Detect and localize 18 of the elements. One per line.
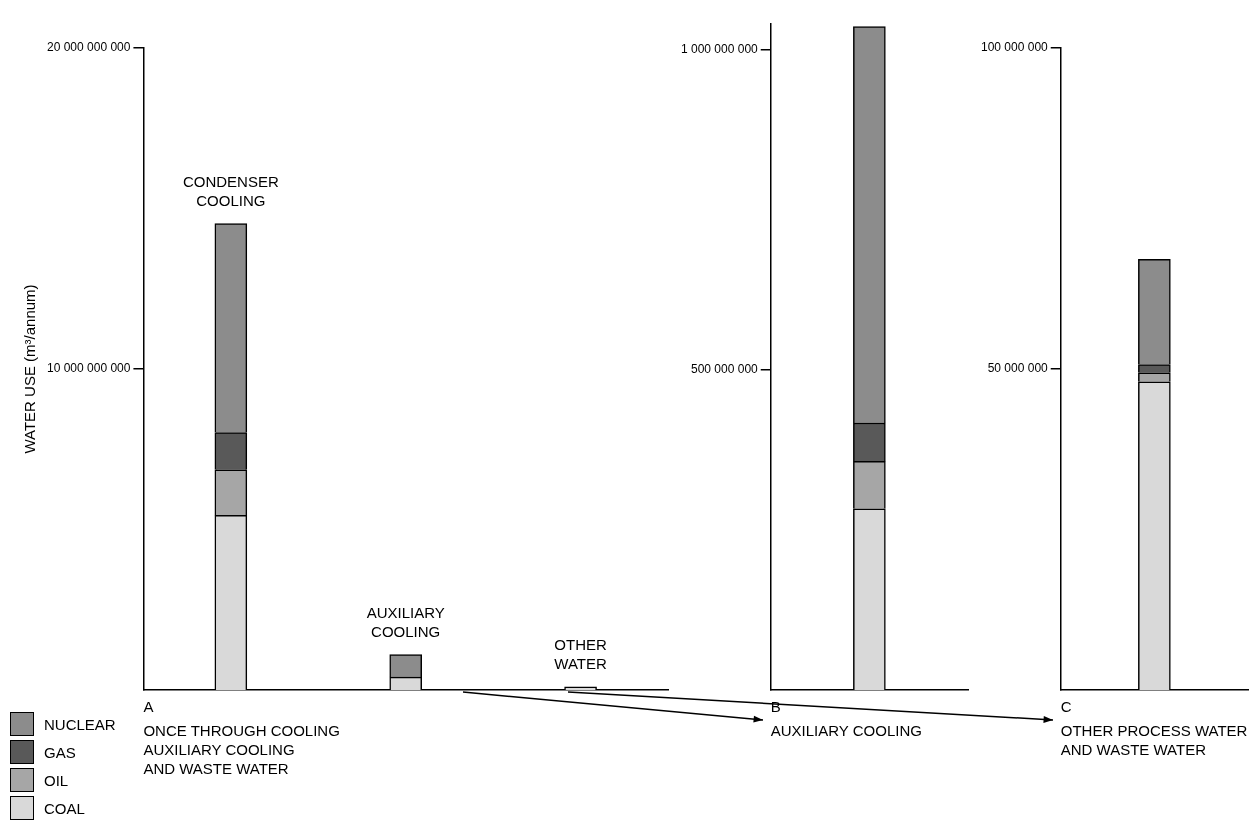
text: A bbox=[143, 697, 154, 715]
x-axis-title: ONCE THROUGH COOLING AUXILIARY COOLING AND WASTE WATER bbox=[143, 721, 340, 777]
y-tick-label: 50 000 000 bbox=[987, 361, 1049, 376]
legend-label: COAL bbox=[44, 799, 85, 817]
y-tick-label: 1 000 000 000 bbox=[680, 41, 759, 56]
x-axis-title: OTHER PROCESS WATER AND WASTE WATER bbox=[1060, 721, 1248, 758]
x-tick-label: CONDENSER COOLING bbox=[182, 173, 279, 210]
legend-label: NUCLEAR bbox=[44, 715, 116, 733]
y-axis-title: WATER USE (m³/annum) bbox=[21, 284, 39, 454]
legend-label: OIL bbox=[44, 771, 69, 789]
y-tick-label: 10 000 000 000 bbox=[46, 361, 131, 376]
x-tick-label: OTHER WATER bbox=[554, 636, 607, 673]
x-axis-title: AUXILIARY COOLING bbox=[770, 721, 922, 739]
legend-label: GAS bbox=[44, 743, 76, 761]
y-tick-label: 500 000 000 bbox=[691, 362, 759, 377]
y-tick-label: 20 000 000 000 bbox=[46, 40, 131, 55]
text: C bbox=[1060, 697, 1072, 715]
y-tick-label: 100 000 000 bbox=[981, 40, 1049, 55]
